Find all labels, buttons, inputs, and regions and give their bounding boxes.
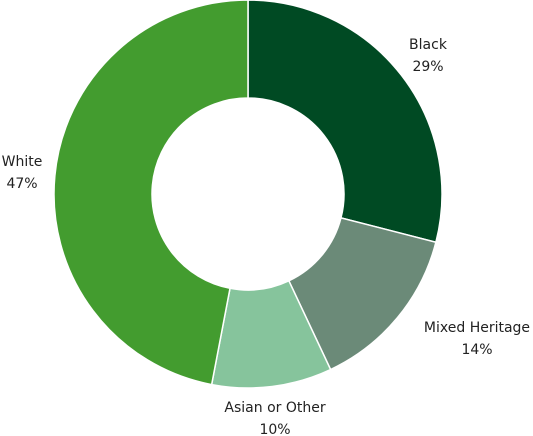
donut-slice — [247, 0, 443, 244]
slice-value-label: 10% — [259, 422, 290, 436]
donut-slice — [53, 0, 249, 386]
slice-value-label: 29% — [412, 59, 443, 75]
slice-label: Mixed Heritage — [424, 320, 530, 336]
slice-value-label: 47% — [6, 176, 37, 192]
slice-label: White — [2, 154, 43, 170]
slice-label: Asian or Other — [224, 400, 325, 416]
slice-label: Black — [409, 37, 448, 53]
slice-value-label: 14% — [461, 342, 492, 358]
